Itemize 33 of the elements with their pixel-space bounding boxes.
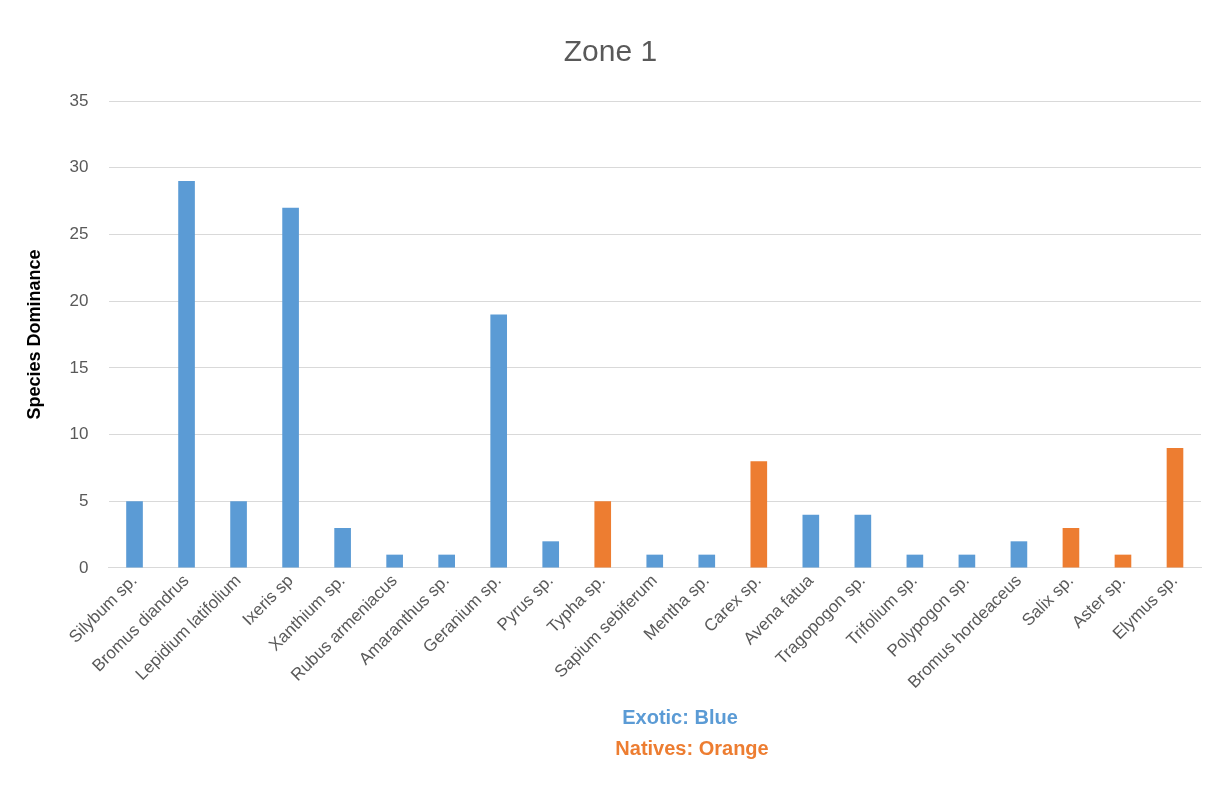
text: Natives: Orange	[615, 736, 769, 759]
bar	[438, 554, 455, 568]
y-tick-label: 30	[69, 157, 89, 177]
bar	[906, 554, 924, 568]
bar	[490, 314, 508, 568]
y-tick-label: 35	[69, 90, 89, 110]
bar	[750, 461, 768, 568]
bar	[386, 554, 403, 568]
y-tick-label: 20	[69, 290, 89, 310]
bar	[126, 501, 143, 568]
bar	[646, 554, 664, 568]
chart-title: Zone 1	[563, 34, 658, 68]
bar	[178, 181, 195, 568]
bar	[334, 527, 351, 568]
bar	[698, 554, 716, 568]
y-axis-title: Species Dominance	[23, 249, 44, 420]
bar	[958, 554, 976, 568]
y-tick-label: 25	[69, 224, 89, 244]
bar	[230, 501, 247, 568]
bar	[1166, 447, 1184, 568]
y-tick-label: 10	[69, 424, 89, 444]
bar	[854, 514, 872, 568]
y-tick-label: 5	[79, 490, 89, 510]
bar	[594, 501, 612, 568]
bar	[802, 514, 820, 568]
bar	[542, 541, 560, 568]
y-tick-label: 15	[69, 357, 89, 377]
bar	[1114, 554, 1132, 568]
bar	[1010, 541, 1028, 568]
y-tick-label: 0	[79, 557, 89, 577]
bar	[1062, 527, 1080, 568]
text: Exotic: Blue	[622, 705, 738, 728]
bar	[282, 207, 299, 568]
